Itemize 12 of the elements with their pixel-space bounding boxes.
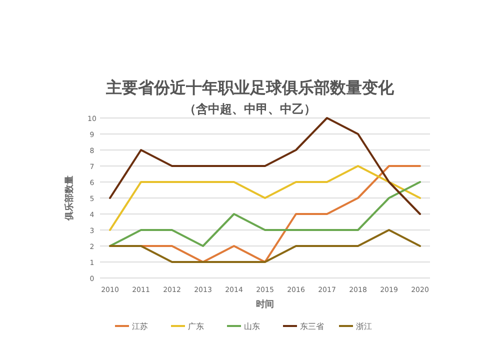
line-series: [109, 165, 421, 231]
legend-label: 山东: [244, 322, 260, 331]
chart-title: 主要省份近十年职业足球俱乐部数量变化: [105, 78, 395, 97]
line-series: [109, 181, 421, 247]
legend-label: 浙江: [356, 322, 372, 331]
legend-label: 江苏: [132, 322, 148, 331]
y-axis-title: 俱乐部数量: [64, 176, 75, 222]
x-axis-title: 时间: [256, 299, 274, 310]
line-series: [109, 117, 421, 215]
chart-subtitle: （含中超、中甲、中乙）: [184, 102, 316, 116]
legend-label: 东三省: [300, 322, 324, 331]
legend-label: 广东: [188, 322, 204, 331]
